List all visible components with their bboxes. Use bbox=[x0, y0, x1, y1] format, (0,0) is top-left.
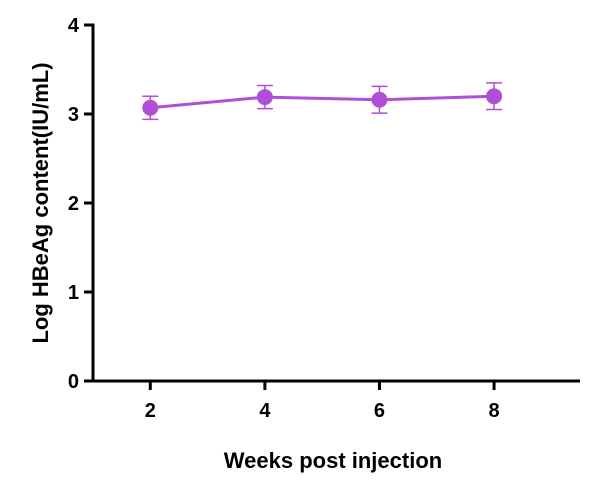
axes bbox=[91, 23, 580, 383]
y-axis-title: Log HBeAg content(IU/mL) bbox=[28, 62, 53, 343]
series-group bbox=[142, 82, 503, 121]
data-point bbox=[256, 89, 273, 106]
data-point bbox=[371, 91, 388, 108]
y-tick-label: 1 bbox=[68, 282, 79, 304]
data-point bbox=[142, 99, 159, 116]
x-tick-label: 4 bbox=[259, 400, 271, 422]
data-point bbox=[486, 88, 503, 105]
x-ticks: 2 4 6 8 bbox=[145, 381, 500, 422]
y-tick-label: 0 bbox=[68, 371, 79, 393]
x-tick-label: 2 bbox=[145, 400, 156, 422]
x-tick-label: 8 bbox=[488, 400, 499, 422]
series-layer bbox=[142, 82, 503, 121]
y-tick-label: 3 bbox=[68, 104, 79, 126]
y-tick-label: 2 bbox=[68, 193, 79, 215]
series-line bbox=[150, 94, 495, 110]
y-ticks: 0 1 2 3 4 bbox=[68, 15, 93, 393]
y-tick-label: 4 bbox=[68, 15, 80, 37]
x-tick-label: 6 bbox=[374, 400, 385, 422]
x-axis-title: Weeks post injection bbox=[224, 448, 442, 473]
